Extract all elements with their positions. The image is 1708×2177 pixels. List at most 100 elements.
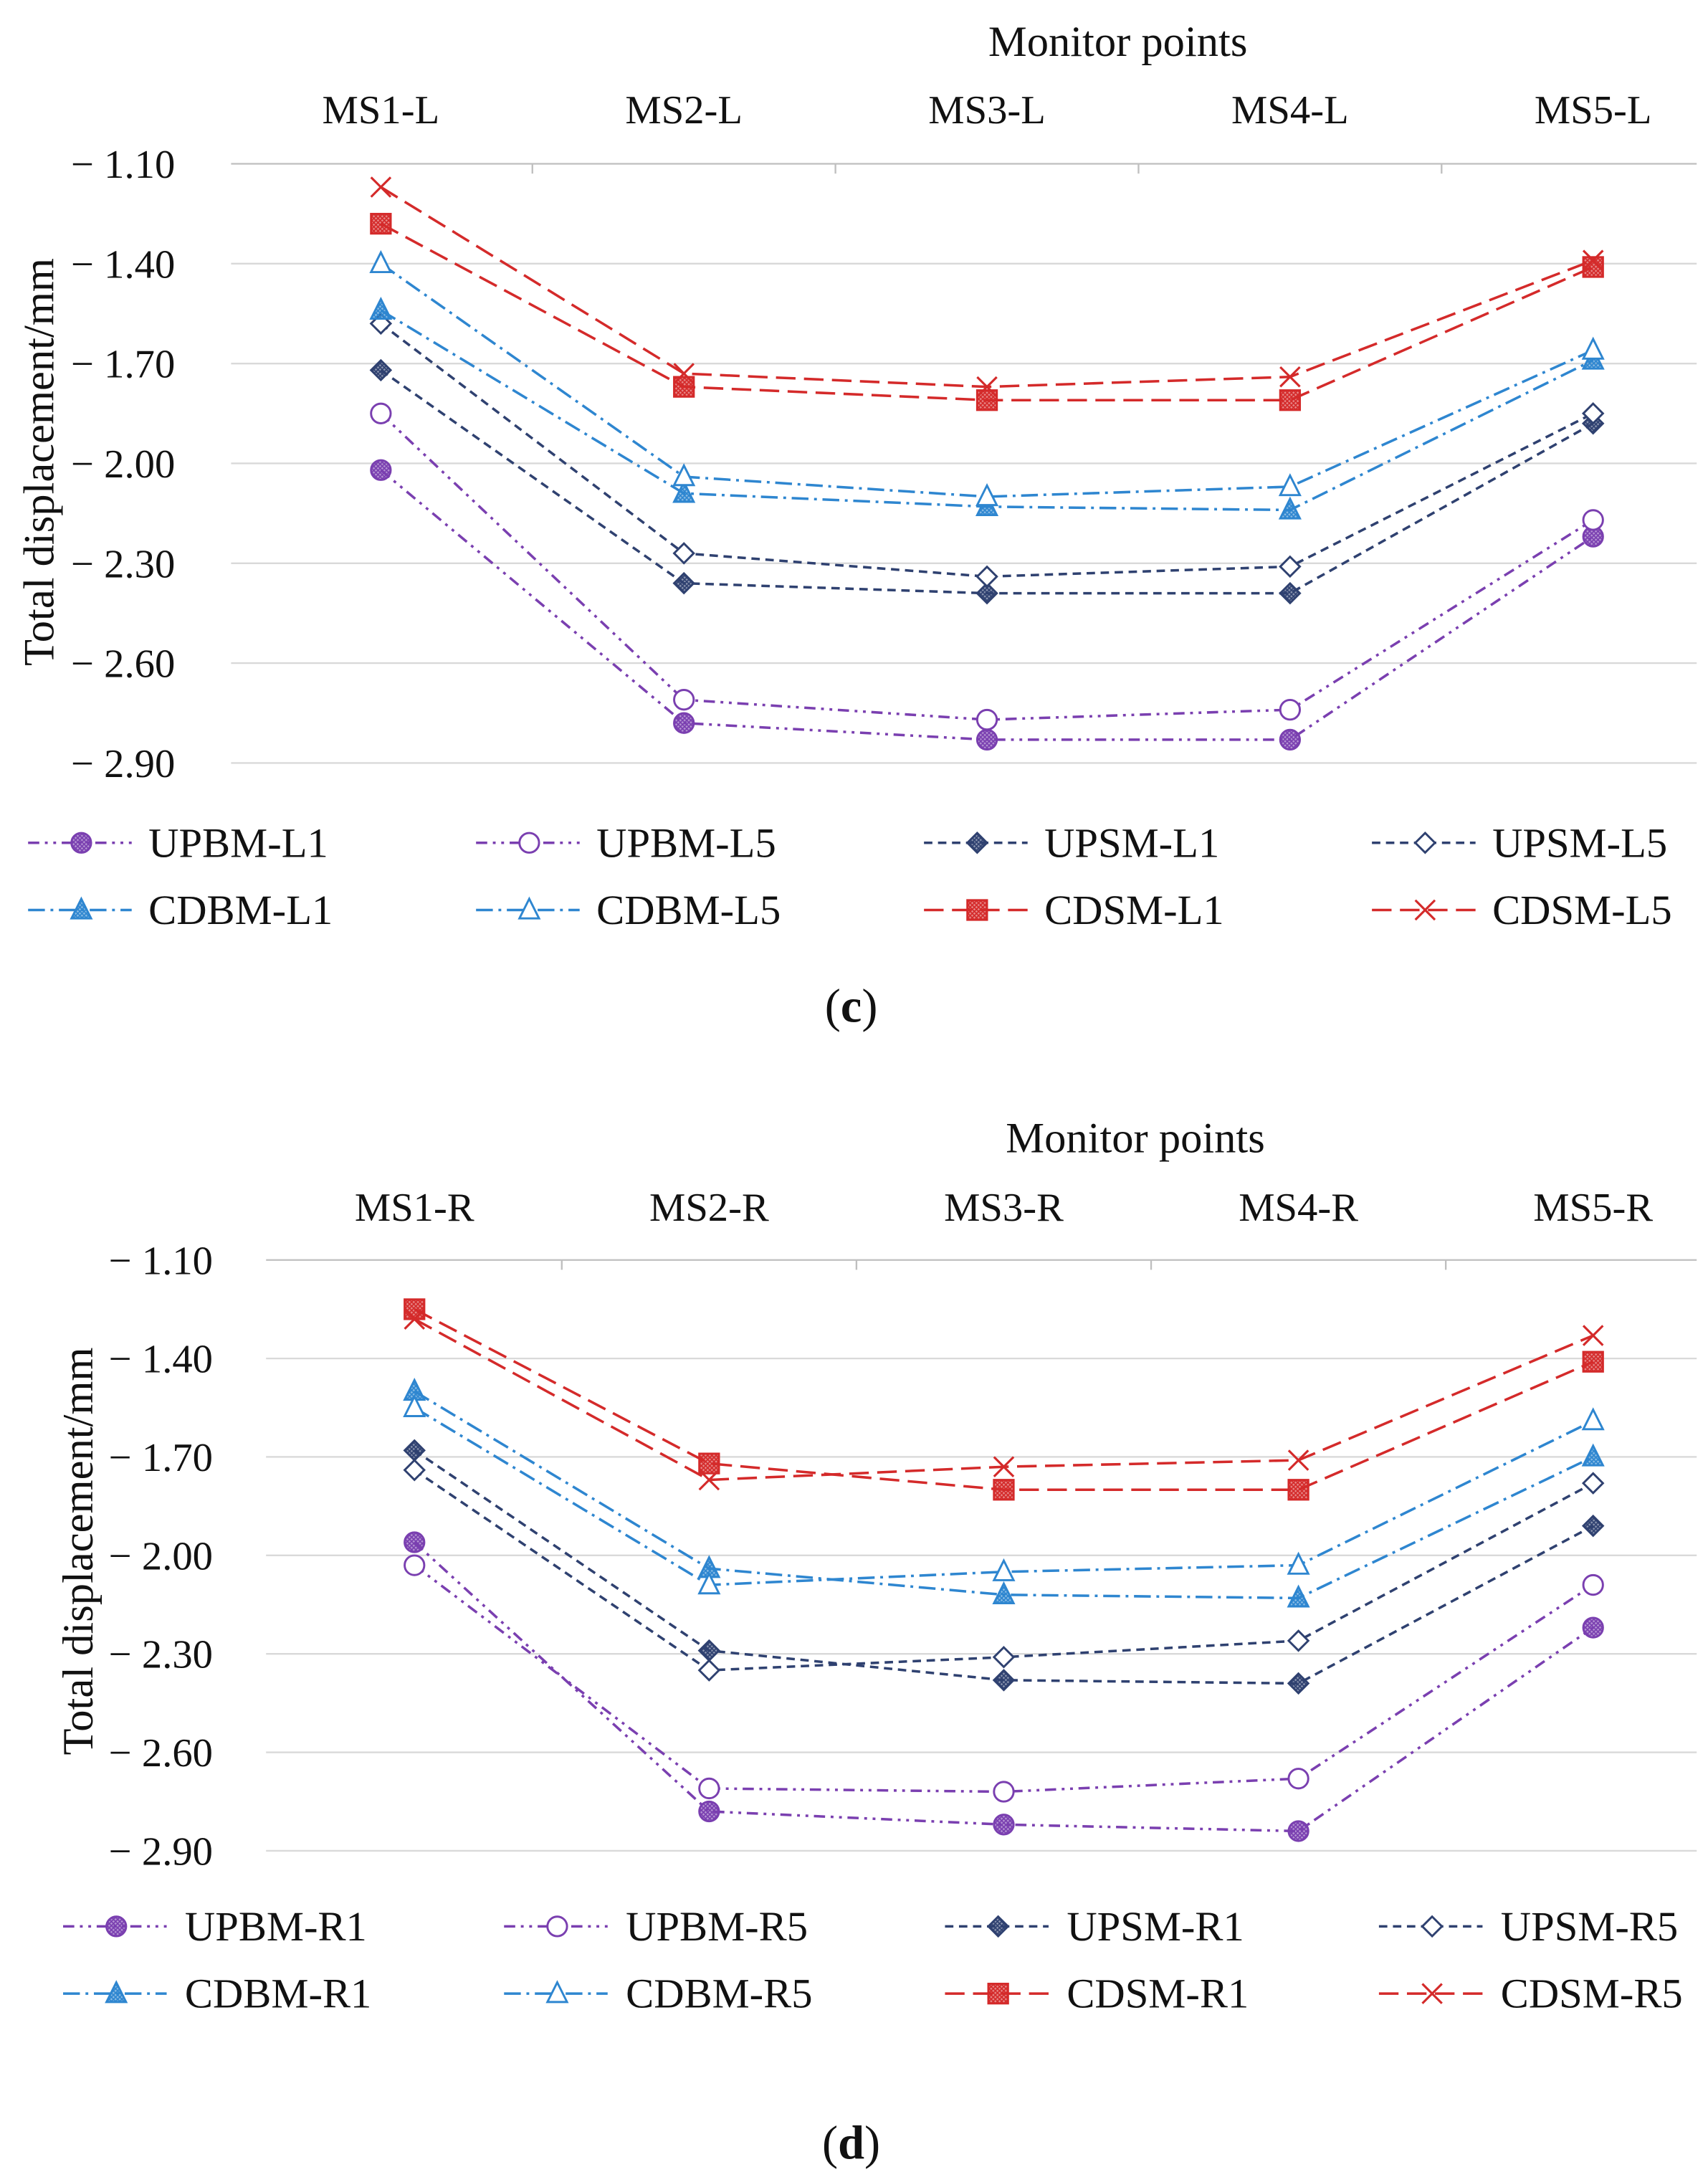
series-UPBM-R5 <box>404 1554 1604 1803</box>
legend-item: CDSM-R1 <box>945 1971 1249 2017</box>
triangle-open-marker <box>1287 1551 1310 1575</box>
legend-item: CDBM-L5 <box>476 887 781 933</box>
y-tick-label: − 2.30 <box>109 1633 213 1677</box>
y-tick-label: − 2.60 <box>109 1731 213 1776</box>
y-tick-label: − 2.60 <box>71 642 175 687</box>
legend-label: UPBM-R1 <box>185 1903 367 1950</box>
circle-open-marker <box>370 402 392 424</box>
series-CDSM-L1 <box>370 212 1604 411</box>
cross-marker <box>1279 366 1301 388</box>
legend-label: UPSM-R5 <box>1501 1903 1678 1950</box>
triangle-filled-marker <box>369 296 393 320</box>
circle-open-marker <box>518 832 540 854</box>
series-UPBM-R1 <box>404 1531 1604 1842</box>
series-line <box>380 262 1594 498</box>
cross-marker <box>976 376 998 398</box>
caption-letter: d <box>838 2118 864 2170</box>
series-CDSM-L5 <box>370 176 1604 398</box>
x-category-label: MS3-R <box>944 1186 1064 1230</box>
series-line <box>380 323 1594 578</box>
triangle-filled-marker <box>1287 1584 1310 1608</box>
legend-label: UPSM-R1 <box>1067 1903 1244 1950</box>
series-line <box>380 186 1594 389</box>
series-CDSM-R1 <box>404 1298 1604 1501</box>
square-filled-marker <box>1582 1350 1604 1373</box>
square-filled-marker <box>370 212 392 235</box>
y-tick-label: − 2.00 <box>109 1534 213 1578</box>
triangle-open-marker <box>517 896 541 920</box>
triangle-filled-marker <box>672 480 696 503</box>
diamond-filled-marker <box>965 831 989 854</box>
circle-open-marker <box>1582 509 1604 531</box>
circle-filled-marker <box>673 712 695 734</box>
triangle-open-marker <box>545 1980 569 2004</box>
square-filled-marker <box>404 1298 426 1320</box>
diamond-filled-marker <box>975 581 998 605</box>
series-UPBM-L1 <box>370 459 1604 751</box>
y-tick-label: − 1.40 <box>71 242 175 287</box>
circle-filled-marker <box>1582 1616 1604 1639</box>
triangle-open-marker <box>672 463 696 487</box>
triangle-filled-marker <box>70 896 93 920</box>
x-category-label: MS2-L <box>625 88 743 133</box>
circle-filled-marker <box>70 832 92 854</box>
series-CDSM-R5 <box>404 1308 1604 1491</box>
legend-label: CDSM-L1 <box>1044 887 1224 933</box>
circle-filled-marker <box>1287 1820 1309 1842</box>
x-category-label: MS5-L <box>1535 88 1652 133</box>
y-tick-label: − 1.70 <box>71 343 175 387</box>
legend-item: UPBM-L5 <box>476 819 776 866</box>
cross-marker <box>698 1469 720 1491</box>
diamond-open-marker <box>992 1646 1016 1669</box>
x-category-label: MS5-R <box>1533 1186 1653 1230</box>
square-filled-marker <box>1279 389 1302 411</box>
x-category-label: MS4-L <box>1231 88 1349 133</box>
legend-item: CDSM-L5 <box>1372 887 1672 933</box>
diamond-open-marker <box>697 1659 721 1682</box>
triangle-open-marker <box>403 1394 426 1417</box>
legend-item: CDSM-R5 <box>1378 1971 1683 2017</box>
legend-item: UPBM-R5 <box>504 1903 808 1950</box>
diamond-filled-marker <box>672 571 695 595</box>
diamond-filled-marker <box>992 1669 1016 1692</box>
circle-open-marker <box>993 1781 1015 1803</box>
legend-label: UPBM-L1 <box>148 819 328 866</box>
legend-item: UPSM-R5 <box>1378 1903 1678 1950</box>
triangle-open-marker <box>975 483 999 507</box>
legend-label: CDBM-L1 <box>148 887 333 933</box>
triangle-open-marker <box>1581 1407 1605 1431</box>
caption-paren: ( <box>822 2118 838 2170</box>
y-tick-label: − 2.30 <box>71 542 175 586</box>
diamond-open-marker <box>1581 1472 1605 1495</box>
legend-label: CDBM-L5 <box>596 887 781 933</box>
series-UPSM-R5 <box>403 1459 1605 1682</box>
diamond-filled-marker <box>369 358 393 382</box>
legend-item: UPSM-R1 <box>945 1903 1244 1950</box>
circle-open-marker <box>698 1777 720 1800</box>
series-UPSM-L1 <box>369 358 1605 605</box>
cross-marker <box>1582 249 1604 271</box>
caption-paren: ) <box>864 2118 880 2170</box>
diamond-open-marker <box>1279 555 1302 578</box>
legend-item: UPBM-L1 <box>28 819 328 866</box>
circle-filled-marker <box>370 459 392 481</box>
circle-open-marker <box>1287 1768 1309 1790</box>
circle-filled-marker <box>993 1814 1015 1836</box>
series-CDBM-R5 <box>403 1394 1605 1595</box>
chart-d: Monitor points − 1.10 − 1.40 − 1.70 − 2.00 − … <box>54 1114 1697 2170</box>
series-line <box>380 222 1594 401</box>
figure-caption: (d) <box>822 2118 880 2170</box>
circle-open-marker <box>546 1915 568 1938</box>
diamond-open-marker <box>1581 402 1605 425</box>
triangle-filled-marker <box>1581 1443 1605 1467</box>
circle-open-marker <box>1279 698 1302 721</box>
diamond-open-marker <box>369 312 393 335</box>
cross-marker <box>1414 899 1436 921</box>
legend-label: UPBM-L5 <box>596 819 776 866</box>
x-category-label: MS3-L <box>928 88 1046 133</box>
diamond-filled-marker <box>697 1639 721 1662</box>
triangle-filled-marker <box>1278 496 1302 520</box>
y-tick-label: − 2.90 <box>71 742 175 786</box>
diamond-filled-marker <box>986 1915 1010 1938</box>
